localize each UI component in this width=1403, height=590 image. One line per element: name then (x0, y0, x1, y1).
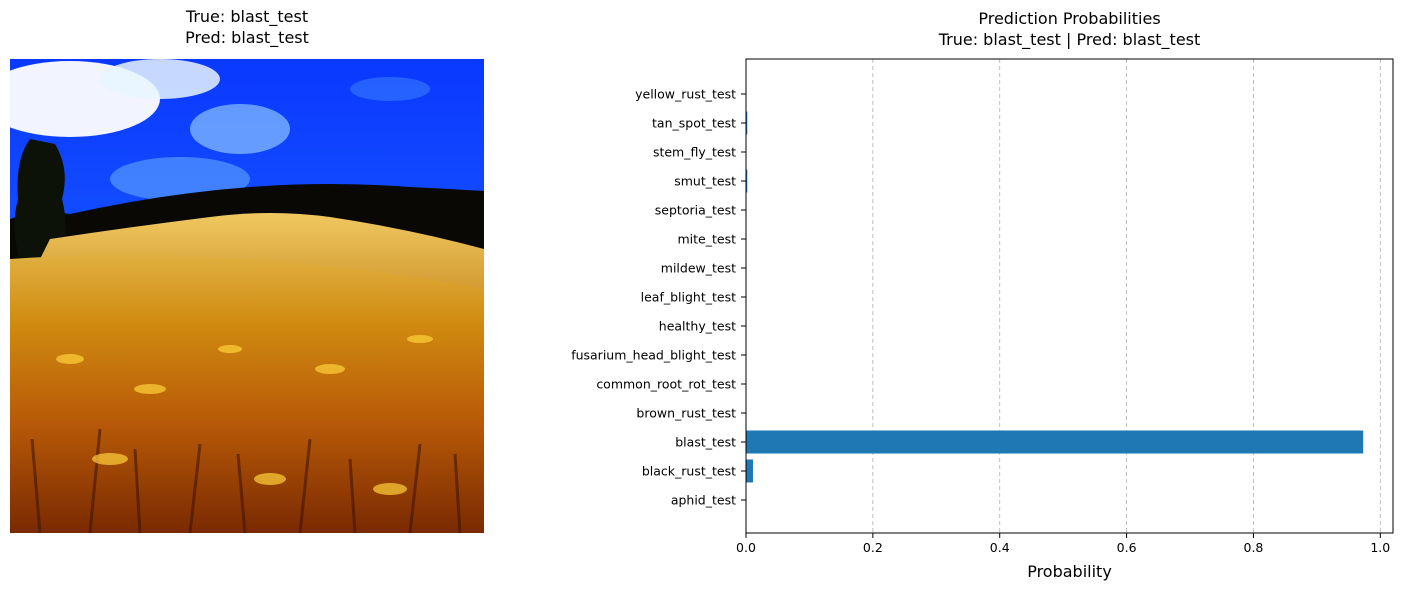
wheat-field-image (10, 59, 484, 533)
y-axis: aphid_test black_rust_test blast_test brown… (571, 87, 746, 508)
x-axis: 0.0 0.2 0.4 0.6 0.8 1.0 (736, 533, 1390, 555)
y-tick-label: septoria_test (655, 203, 736, 218)
x-tick-label: 0.0 (736, 540, 756, 555)
y-tick-label: common_root_rot_test (596, 377, 736, 392)
bar-tan_spot_test (746, 111, 748, 135)
bars (746, 82, 1364, 512)
y-tick-label: healthy_test (659, 319, 736, 334)
y-tick-label: smut_test (674, 174, 736, 189)
image-title-pred: Pred: blast_test (185, 28, 309, 47)
x-tick-label: 0.2 (863, 540, 883, 555)
y-tick-label: brown_rust_test (636, 406, 736, 421)
image-title: True: blast_test Pred: blast_test (10, 6, 484, 48)
bar-black_rust_test (746, 459, 753, 483)
image-title-true: True: blast_test (185, 7, 309, 26)
x-tick-label: 0.8 (1244, 540, 1264, 555)
y-tick-label: fusarium_head_blight_test (571, 348, 736, 363)
chart-subtitle: True: blast_test | Pred: blast_test (938, 30, 1201, 50)
x-tick-label: 0.6 (1117, 540, 1137, 555)
y-tick-label: aphid_test (671, 493, 736, 508)
bar-smut_test (746, 169, 748, 193)
y-tick-label: mildew_test (661, 261, 736, 276)
x-tick-label: 0.4 (990, 540, 1010, 555)
bar-blast_test (746, 430, 1364, 454)
y-tick-label: tan_spot_test (652, 116, 736, 131)
y-tick-label: black_rust_test (642, 464, 736, 479)
y-tick-label: stem_fly_test (653, 145, 736, 160)
y-tick-label: mite_test (678, 232, 737, 247)
y-tick-label: yellow_rust_test (635, 87, 736, 102)
plot-frame (745, 58, 1394, 534)
gridlines (745, 59, 1381, 533)
y-tick-label: leaf_blight_test (641, 290, 736, 305)
x-tick-label: 1.0 (1370, 540, 1390, 555)
y-tick-label: blast_test (675, 435, 736, 450)
x-axis-label: Probability (1027, 562, 1112, 581)
chart-title: Prediction Probabilities (978, 9, 1160, 28)
